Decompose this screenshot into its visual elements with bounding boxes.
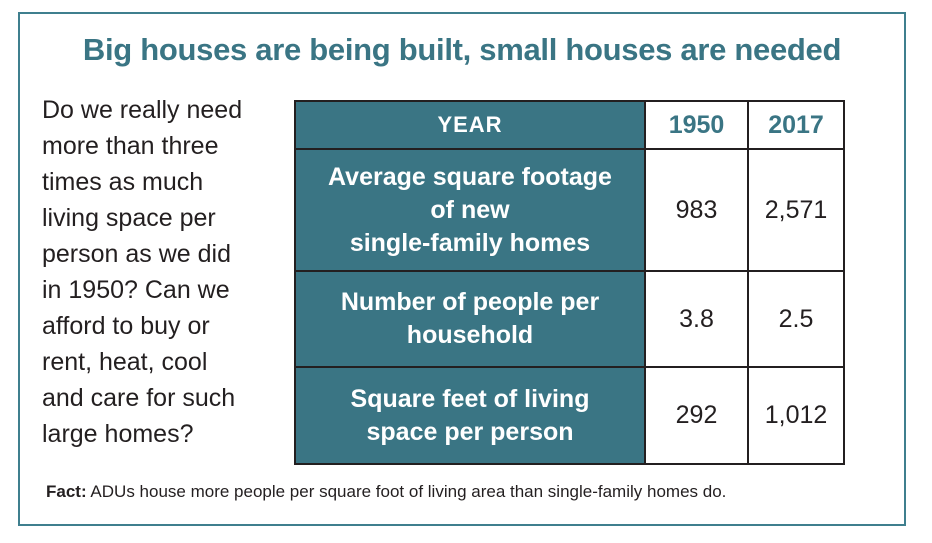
infographic-panel: Big houses are being built, small houses… [18, 12, 906, 526]
question-line: times as much [42, 168, 204, 196]
row-label-line: single-family homes [349, 228, 591, 257]
question-line: and care for such [42, 384, 236, 412]
question-line: Do we really need [42, 96, 243, 124]
cell-people-1950: 3.8 [644, 270, 749, 368]
table-header-row: YEAR 1950 2017 [294, 100, 845, 150]
question-line: living space per [42, 204, 216, 232]
question-text: Do we really need more than three times … [42, 92, 292, 452]
row-label-line: Number of people per [340, 288, 600, 316]
cell-sqft-person-1950: 292 [644, 366, 749, 465]
cell-avg-sqft-1950: 983 [644, 148, 749, 272]
fact-label: Fact: [46, 482, 87, 501]
row-label-line: Average square footage [328, 162, 612, 191]
header-1950: 1950 [644, 100, 749, 150]
question-line: afford to buy or [42, 312, 210, 340]
header-year: YEAR [294, 100, 646, 150]
header-2017: 2017 [747, 100, 845, 150]
row-label-line: household [406, 321, 534, 349]
fact-text: ADUs house more people per square foot o… [90, 482, 727, 501]
comparison-table: YEAR 1950 2017 Average square footage of… [294, 100, 845, 465]
row-label-sqft-per-person: Square feet of living space per person [294, 366, 646, 465]
row-label-avg-sqft: Average square footage of new single-fam… [294, 148, 646, 272]
question-line: more than three [42, 132, 219, 160]
row-label-people-per-household: Number of people per household [294, 270, 646, 368]
question-line: large homes? [42, 420, 194, 448]
question-line: rent, heat, cool [42, 348, 208, 376]
page-title: Big houses are being built, small houses… [82, 32, 842, 67]
table-row: Square feet of living space per person 2… [294, 366, 845, 465]
row-label-line: space per person [366, 417, 574, 446]
cell-people-2017: 2.5 [747, 270, 845, 368]
table-row: Average square footage of new single-fam… [294, 148, 845, 272]
question-line: person as we did [42, 240, 232, 268]
cell-avg-sqft-2017: 2,571 [747, 148, 845, 272]
cell-sqft-person-2017: 1,012 [747, 366, 845, 465]
row-label-line: of new [430, 195, 510, 224]
fact-note: Fact: ADUs house more people per square … [46, 482, 726, 502]
table-row: Number of people per household 3.8 2.5 [294, 270, 845, 368]
question-line: in 1950? Can we [42, 276, 230, 304]
row-label-line: Square feet of living [350, 384, 590, 413]
